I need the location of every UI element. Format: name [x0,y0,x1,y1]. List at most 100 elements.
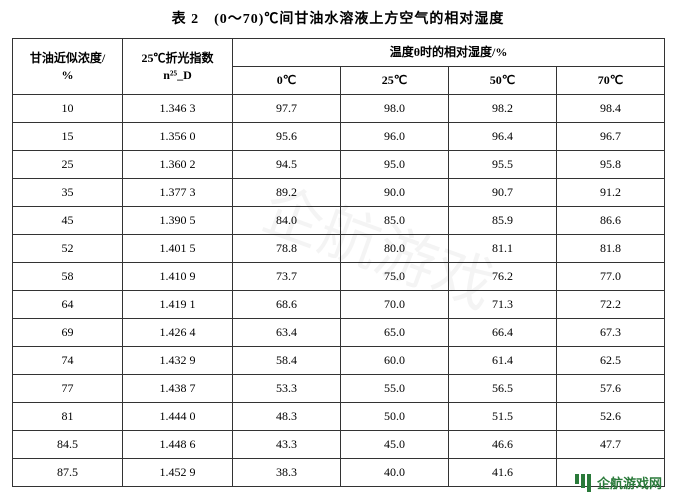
cell-concentration: 45 [13,207,123,235]
table-title: 表 2 (0～70)℃间甘油水溶液上方空气的相对湿度 [12,8,664,28]
cell-humidity: 72.2 [557,291,665,319]
cell-concentration: 69 [13,319,123,347]
cell-humidity: 98.2 [449,95,557,123]
cell-humidity: 46.6 [449,431,557,459]
cell-humidity: 91.2 [557,179,665,207]
table-row: 741.432 958.460.061.462.5 [13,347,665,375]
cell-humidity: 41.6 [449,459,557,487]
cell-concentration: 10 [13,95,123,123]
cell-humidity: 95.5 [449,151,557,179]
cell-concentration: 52 [13,235,123,263]
cell-humidity: 76.2 [449,263,557,291]
cell-humidity: 48.3 [233,403,341,431]
cell-refractive-index: 1.426 4 [123,319,233,347]
header-temp-1: 25℃ [341,67,449,95]
cell-humidity: 84.0 [233,207,341,235]
header-humidity-group: 温度θ时的相对湿度/% [233,39,665,67]
cell-humidity: 90.0 [341,179,449,207]
cell-humidity: 96.4 [449,123,557,151]
table-row: 87.51.452 938.340.041.6 [13,459,665,487]
cell-humidity: 90.7 [449,179,557,207]
cell-refractive-index: 1.346 3 [123,95,233,123]
table-row: 771.438 753.355.056.557.6 [13,375,665,403]
header-temp-2: 50℃ [449,67,557,95]
header-concentration: 甘油近似浓度/% [13,39,123,95]
header-temp-3: 70℃ [557,67,665,95]
humidity-table: 甘油近似浓度/% 25℃折光指数n²⁵_D 温度θ时的相对湿度/% 0℃ 25℃… [12,38,665,487]
cell-humidity: 95.0 [341,151,449,179]
cell-concentration: 77 [13,375,123,403]
table-row: 811.444 048.350.051.552.6 [13,403,665,431]
header-temp-0: 0℃ [233,67,341,95]
cell-humidity: 47.7 [557,431,665,459]
cell-humidity: 38.3 [233,459,341,487]
cell-humidity: 50.0 [341,403,449,431]
cell-refractive-index: 1.452 9 [123,459,233,487]
table-row: 451.390 584.085.085.986.6 [13,207,665,235]
cell-concentration: 25 [13,151,123,179]
watermark: 企航游戏网 [575,473,662,492]
cell-concentration: 74 [13,347,123,375]
cell-humidity: 57.6 [557,375,665,403]
cell-humidity: 85.0 [341,207,449,235]
cell-humidity: 67.3 [557,319,665,347]
cell-humidity: 68.6 [233,291,341,319]
cell-concentration: 81 [13,403,123,431]
cell-humidity: 52.6 [557,403,665,431]
cell-refractive-index: 1.360 2 [123,151,233,179]
cell-refractive-index: 1.438 7 [123,375,233,403]
cell-humidity: 65.0 [341,319,449,347]
table-row: 521.401 578.880.081.181.8 [13,235,665,263]
cell-concentration: 64 [13,291,123,319]
table-row: 251.360 294.595.095.595.8 [13,151,665,179]
cell-humidity: 51.5 [449,403,557,431]
cell-refractive-index: 1.444 0 [123,403,233,431]
table-row: 84.51.448 643.345.046.647.7 [13,431,665,459]
header-refractive-index: 25℃折光指数n²⁵_D [123,39,233,95]
table-body: 101.346 397.798.098.298.4151.356 095.696… [13,95,665,487]
cell-humidity: 89.2 [233,179,341,207]
cell-refractive-index: 1.419 1 [123,291,233,319]
cell-humidity: 58.4 [233,347,341,375]
cell-humidity: 95.6 [233,123,341,151]
table-row: 641.419 168.670.071.372.2 [13,291,665,319]
cell-humidity: 56.5 [449,375,557,403]
cell-humidity: 81.8 [557,235,665,263]
cell-humidity: 97.7 [233,95,341,123]
cell-humidity: 45.0 [341,431,449,459]
cell-refractive-index: 1.390 5 [123,207,233,235]
cell-humidity: 70.0 [341,291,449,319]
cell-humidity: 95.8 [557,151,665,179]
cell-humidity: 60.0 [341,347,449,375]
cell-refractive-index: 1.410 9 [123,263,233,291]
table-row: 151.356 095.696.096.496.7 [13,123,665,151]
cell-humidity: 63.4 [233,319,341,347]
table-row: 351.377 389.290.090.791.2 [13,179,665,207]
cell-refractive-index: 1.448 6 [123,431,233,459]
cell-humidity: 94.5 [233,151,341,179]
cell-humidity: 71.3 [449,291,557,319]
cell-humidity: 40.0 [341,459,449,487]
cell-humidity: 98.0 [341,95,449,123]
cell-humidity: 96.0 [341,123,449,151]
table-row: 101.346 397.798.098.298.4 [13,95,665,123]
cell-refractive-index: 1.432 9 [123,347,233,375]
cell-humidity: 73.7 [233,263,341,291]
cell-humidity: 80.0 [341,235,449,263]
watermark-bars-icon [575,474,593,492]
cell-refractive-index: 1.356 0 [123,123,233,151]
cell-humidity: 53.3 [233,375,341,403]
cell-humidity: 78.8 [233,235,341,263]
cell-refractive-index: 1.377 3 [123,179,233,207]
table-row: 581.410 973.775.076.277.0 [13,263,665,291]
cell-humidity: 81.1 [449,235,557,263]
cell-humidity: 62.5 [557,347,665,375]
cell-humidity: 77.0 [557,263,665,291]
cell-humidity: 55.0 [341,375,449,403]
cell-humidity: 86.6 [557,207,665,235]
cell-humidity: 61.4 [449,347,557,375]
watermark-text: 企航游戏网 [597,473,662,492]
cell-concentration: 15 [13,123,123,151]
cell-humidity: 85.9 [449,207,557,235]
cell-humidity: 75.0 [341,263,449,291]
